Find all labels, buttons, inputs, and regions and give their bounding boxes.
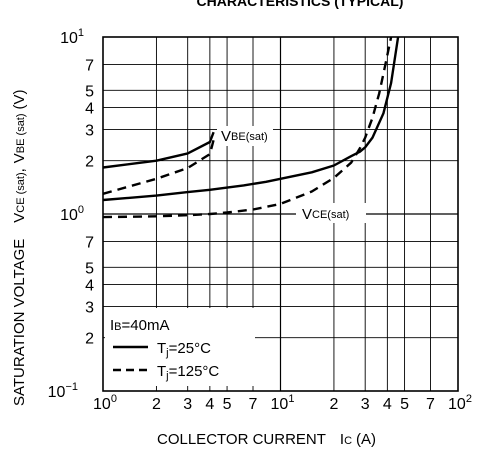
x-tick-label: 7	[249, 396, 258, 413]
series-line-1	[102, 139, 215, 195]
series-line-0	[102, 131, 215, 169]
y-axis-label: SATURATION VOLTAGEVCE (sat),VBE (sat)(V)	[11, 89, 28, 406]
x-tick-label: 3	[183, 396, 192, 413]
y-tick-label: 2	[85, 154, 94, 171]
legend-item-125c: Tj=125°C	[157, 363, 219, 382]
y-tick-label: 100	[60, 204, 84, 224]
y-tick-label: 4	[85, 277, 94, 294]
plot-frame	[102, 36, 459, 392]
legend-item-25c: Tj=25°C	[157, 340, 211, 359]
y-tick-label: 7	[85, 234, 94, 251]
vce-label: VCE(sat)	[302, 206, 349, 223]
x-tick-label: 5	[400, 396, 409, 413]
x-tick-label: 5	[223, 396, 232, 413]
legend: IB=40mA Tj=25°C Tj=125°C	[105, 308, 255, 386]
x-tick-label: 7	[426, 396, 435, 413]
y-tick-label: 3	[85, 300, 94, 317]
x-axis-label: COLLECTOR CURRENT IC (A)	[157, 431, 376, 448]
y-tick-label: 7	[85, 57, 94, 74]
vbe-label: VBE(sat)	[221, 128, 268, 145]
x-tick-label: 100	[93, 393, 117, 413]
x-tick-label: 101	[271, 393, 295, 413]
vce-label-group: VCE(sat)	[296, 203, 366, 223]
vbe-label-group: VBE(sat)	[217, 126, 273, 146]
x-tick-label: 4	[383, 396, 392, 413]
series-line-3	[102, 36, 393, 219]
y-tick-label: 3	[85, 123, 94, 140]
series-group	[102, 36, 400, 219]
x-tick-label: 2	[152, 396, 161, 413]
y-tick-label: 4	[85, 100, 94, 117]
y-tick-label: 10−1	[48, 381, 78, 401]
y-tick-label: 101	[60, 27, 84, 47]
y-tick-label: 2	[85, 331, 94, 348]
x-tick-label: 2	[329, 396, 338, 413]
vbe-label-bg	[217, 126, 273, 146]
chart-title: CHARACTERISTICS (TYPICAL)	[197, 0, 404, 9]
y-tick-label: 5	[85, 260, 94, 277]
vce-label-bg	[296, 203, 366, 223]
legend-condition: IB=40mA	[110, 317, 169, 334]
x-tick-label: 102	[448, 393, 472, 413]
series-line-2	[102, 36, 400, 202]
x-tick-label: 3	[361, 396, 370, 413]
y-tick-label: 5	[85, 83, 94, 100]
x-tick-label: 4	[205, 396, 214, 413]
x-tick-labels: 100 2 3 4 5 7 101 2 3 4 5 7 102	[93, 393, 472, 413]
